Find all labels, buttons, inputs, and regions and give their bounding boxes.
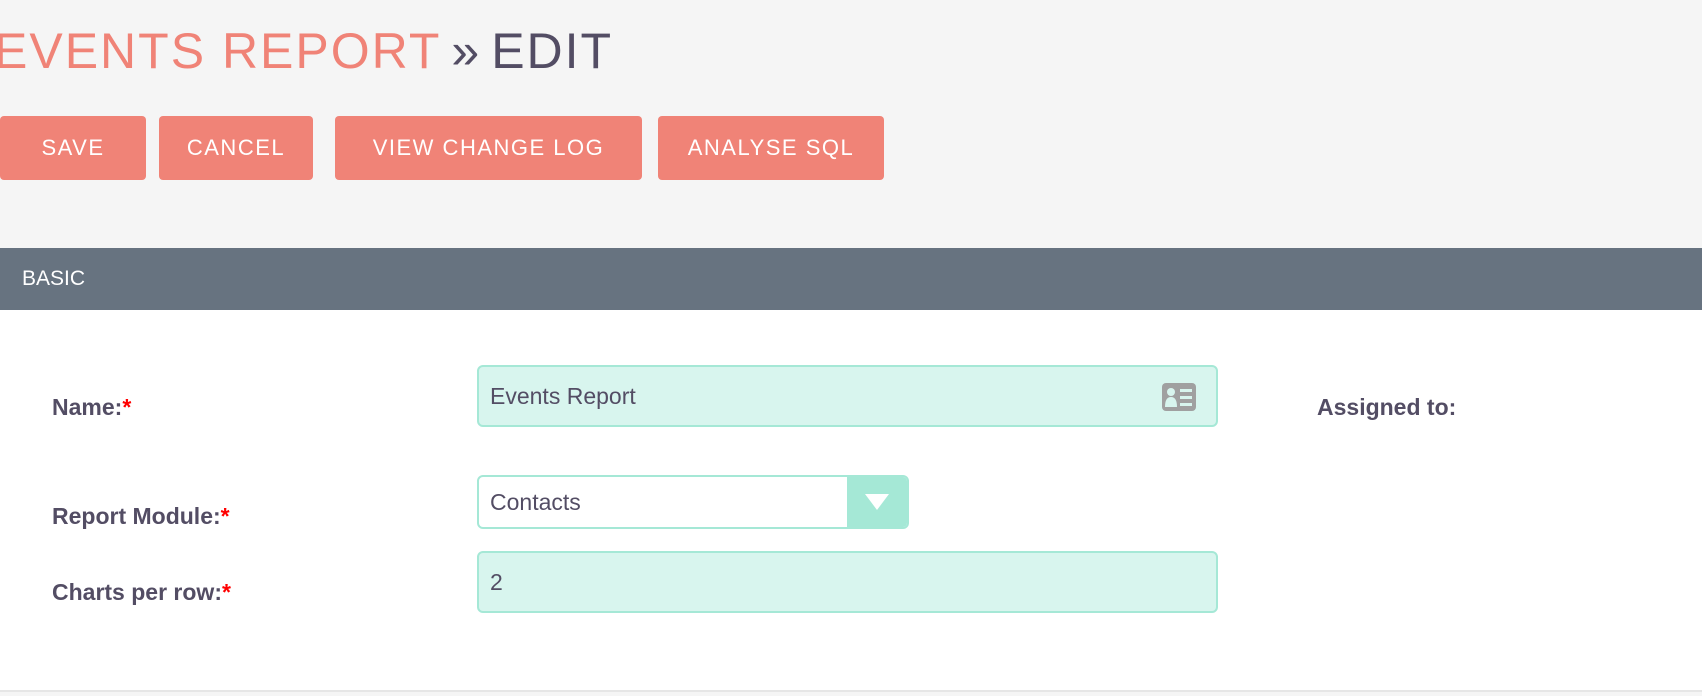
required-marker: *	[122, 394, 132, 420]
action-label: EDIT	[491, 23, 614, 79]
report-module-label-text: Report Module:	[52, 503, 221, 529]
name-value: Events Report	[490, 382, 636, 409]
name-label-text: Name:	[52, 394, 123, 420]
charts-per-row-input[interactable]: 2	[477, 551, 1218, 613]
charts-per-row-value: 2	[490, 568, 503, 595]
report-module-select[interactable]: Contacts	[477, 475, 909, 529]
id-card-icon[interactable]	[1162, 383, 1196, 411]
cancel-button[interactable]: CANCEL	[159, 116, 313, 180]
assigned-to-label: Assigned to:	[1317, 394, 1457, 420]
breadcrumb-separator: »	[451, 23, 482, 79]
required-marker: *	[221, 579, 231, 605]
required-marker: *	[220, 503, 230, 529]
view-change-log-button[interactable]: VIEW CHANGE LOG	[335, 116, 642, 180]
section-header-basic[interactable]: BASIC	[0, 248, 1702, 310]
report-module-label: Report Module:*	[52, 503, 230, 530]
section-title: BASIC	[22, 267, 86, 290]
save-button[interactable]: SAVE	[0, 116, 146, 180]
module-link[interactable]: EVENTS REPORT	[0, 23, 442, 79]
name-input[interactable]: Events Report	[477, 365, 1218, 427]
charts-per-row-label-text: Charts per row:	[52, 579, 222, 605]
name-label: Name:*	[52, 394, 131, 421]
page-title: EVENTS REPORT» EDIT	[0, 22, 613, 80]
analyse-sql-button[interactable]: ANALYSE SQL	[658, 116, 884, 180]
chevron-down-icon[interactable]	[847, 477, 907, 527]
report-module-value: Contacts	[490, 488, 581, 515]
charts-per-row-label: Charts per row:*	[52, 579, 231, 606]
